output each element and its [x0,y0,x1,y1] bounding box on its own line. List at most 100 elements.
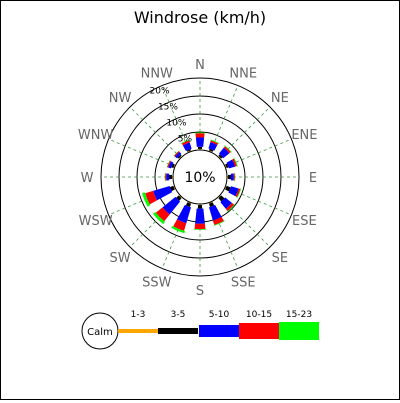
bar-wnw-10-15 [167,160,171,168]
bar-n-15-23 [194,132,206,134]
direction-label-se: SE [272,251,288,266]
bar-wsw-5-10 [153,185,173,201]
direction-label-nne: NNE [229,67,257,82]
grid-spoke-wnw [108,138,176,168]
bar-ssw-15-23 [171,225,185,234]
direction-label-nnw: NNW [141,67,173,82]
bar-sw-5-10 [162,196,181,215]
bar-sse-5-10 [208,204,222,221]
bar-nw-3-5 [177,154,182,159]
bar-n-5-10 [195,137,205,147]
bar-e-5-10 [230,173,234,181]
bar-wnw-15-23 [166,159,171,168]
grid-spoke-nw [129,106,182,159]
direction-label-w: W [81,171,94,186]
bar-nne-15-23 [210,139,220,144]
bar-ene-3-5 [225,163,229,169]
bar-nnw-5-10 [182,142,192,152]
bar-ssw-10-15 [173,219,187,231]
bar-s-10-15 [194,223,206,230]
bar-wsw-10-15 [145,190,157,205]
bar-sw-15-23 [152,212,165,225]
bar-sse-15-23 [213,220,225,226]
bar-se-10-15 [225,202,235,212]
direction-label-wnw: WNW [78,128,114,143]
direction-label-n: N [195,58,205,73]
calm-center-circle [172,149,228,205]
bar-se-3-5 [218,195,225,202]
direction-label-ene: ENE [291,128,317,143]
grid-spoke-nnw [161,85,191,153]
bar-nne-10-15 [210,140,219,146]
bar-wsw-15-23 [142,192,151,207]
grid-spoke-nne [209,85,239,153]
calm-legend-label: Calm [87,327,113,338]
bar-wnw-3-5 [171,163,175,169]
direction-label-sw: SW [110,251,131,266]
direction-label-nw: NW [109,91,132,106]
bar-ne-10-15 [223,146,231,154]
bar-ene-5-10 [226,159,236,169]
bar-sw-10-15 [155,207,170,222]
grid-ring-20 [100,77,300,277]
chart-title: Windrose (km/h) [134,8,266,27]
bar-nnw-3-5 [186,149,192,152]
bar-ssw-3-5 [185,202,192,208]
ring-label-5: 5% [178,134,193,144]
bar-s-3-5 [197,205,203,209]
bar-w-10-15 [165,173,167,181]
bar-nnw-10-15 [181,140,190,146]
legend-label-15-23: 15-23 [286,310,312,320]
bar-sw-1-3 [179,195,182,198]
bar-ese-15-23 [236,188,242,199]
bar-w-3-5 [169,174,172,180]
ring-labels: 5% 10% 15% 20% [150,87,193,145]
legend-swatch-1-3 [118,329,158,333]
ring-label-20: 20% [150,87,170,97]
bar-s-15-23 [193,228,207,230]
bar-sse-3-5 [208,202,215,208]
calm-percent-label: 10% [184,170,215,186]
legend-swatch-15-23 [279,322,319,340]
bar-w-5-10 [166,173,170,181]
bar-nne-5-10 [208,142,218,151]
bar-w-15-23 [164,172,166,182]
bar-ne-5-10 [218,147,230,159]
bar-nw-1-3 [179,156,182,159]
direction-label-ssw: SSW [142,275,172,290]
bar-wnw-5-10 [168,161,174,169]
bar-se-15-23 [227,204,236,213]
direction-label-e: E [309,171,317,186]
bar-s-5-10 [195,208,205,224]
bar-wsw-3-5 [169,185,175,192]
bar-sw-3-5 [176,195,182,201]
direction-label-sse: SSE [231,275,256,290]
bar-ese-10-15 [235,188,241,198]
direction-label-wsw: WSW [79,214,113,229]
direction-label-s: S [196,284,204,299]
bar-nw-5-10 [174,151,182,159]
bar-e-10-15 [233,173,235,181]
speed-legend: Calm 1-3 3-5 5-10 10-15 15-23 [81,310,319,350]
bar-nw-15-23 [173,150,180,157]
bar-nne-3-5 [208,148,214,152]
bar-e-3-5 [228,174,231,180]
calm-center: 10% [172,149,228,205]
bar-nnw-15-23 [180,139,190,144]
bar-ene-10-15 [232,158,237,167]
legend-label-3-5: 3-5 [171,310,186,320]
bar-se-5-10 [220,197,232,209]
bar-n-3-5 [197,146,203,149]
bar-ne-15-23 [224,145,232,153]
bar-e-15-23 [234,172,236,182]
bar-ne-1-3 [218,156,221,159]
direction-label-ne: NE [271,91,289,106]
bar-ssw-5-10 [176,204,192,224]
bar-nw-10-15 [173,150,180,157]
bar-sse-10-15 [212,216,224,225]
bar-se-1-3 [218,195,221,198]
wind-bars [142,132,242,234]
legend-label-5-10: 5-10 [209,310,230,320]
bar-ese-3-5 [225,185,231,192]
